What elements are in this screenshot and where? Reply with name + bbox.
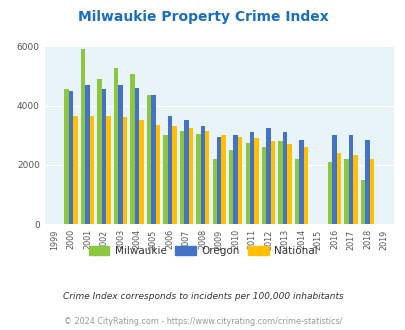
Bar (360, 180, 364, 224)
Bar (245, 143, 249, 224)
Bar (134, 88, 139, 224)
Bar (167, 116, 172, 224)
Bar (146, 95, 151, 224)
Bar (151, 95, 155, 224)
Bar (196, 134, 200, 224)
Bar (364, 140, 369, 224)
Bar (249, 132, 254, 224)
Bar (130, 75, 134, 224)
Bar (303, 147, 307, 224)
Bar (282, 132, 287, 224)
Text: © 2024 CityRating.com - https://www.cityrating.com/crime-statistics/: © 2024 CityRating.com - https://www.city… (64, 317, 341, 326)
Bar (106, 116, 110, 224)
Bar (97, 79, 102, 224)
Bar (183, 120, 188, 224)
Bar (200, 126, 205, 224)
Bar (163, 135, 167, 224)
Bar (336, 153, 340, 224)
Bar (233, 135, 237, 224)
Bar (188, 128, 192, 224)
Bar (298, 140, 303, 224)
Bar (85, 85, 90, 224)
Bar (90, 116, 94, 224)
Bar (266, 128, 270, 224)
Bar (64, 89, 68, 224)
Bar (294, 159, 298, 224)
Bar (270, 141, 275, 224)
Bar (237, 137, 242, 224)
Bar (254, 138, 258, 224)
Bar (261, 147, 266, 224)
Bar (331, 135, 336, 224)
Bar (139, 120, 143, 224)
Bar (327, 162, 331, 224)
Bar (217, 137, 221, 224)
Legend: Milwaukie, Oregon, National: Milwaukie, Oregon, National (84, 242, 321, 260)
Bar (155, 125, 160, 224)
Bar (73, 116, 77, 224)
Text: Crime Index corresponds to incidents per 100,000 inhabitants: Crime Index corresponds to incidents per… (62, 292, 343, 301)
Bar (205, 131, 209, 224)
Bar (212, 159, 217, 224)
Bar (172, 126, 176, 224)
Bar (113, 69, 118, 224)
Bar (102, 89, 106, 224)
Bar (369, 159, 373, 224)
Bar (221, 135, 225, 224)
Text: Milwaukie Property Crime Index: Milwaukie Property Crime Index (77, 10, 328, 24)
Bar (343, 159, 348, 224)
Bar (179, 131, 183, 224)
Bar (352, 154, 357, 224)
Bar (118, 85, 122, 224)
Bar (278, 141, 282, 224)
Bar (348, 135, 352, 224)
Bar (122, 117, 127, 224)
Bar (287, 144, 291, 224)
Bar (68, 91, 73, 224)
Bar (228, 150, 233, 224)
Bar (81, 49, 85, 224)
